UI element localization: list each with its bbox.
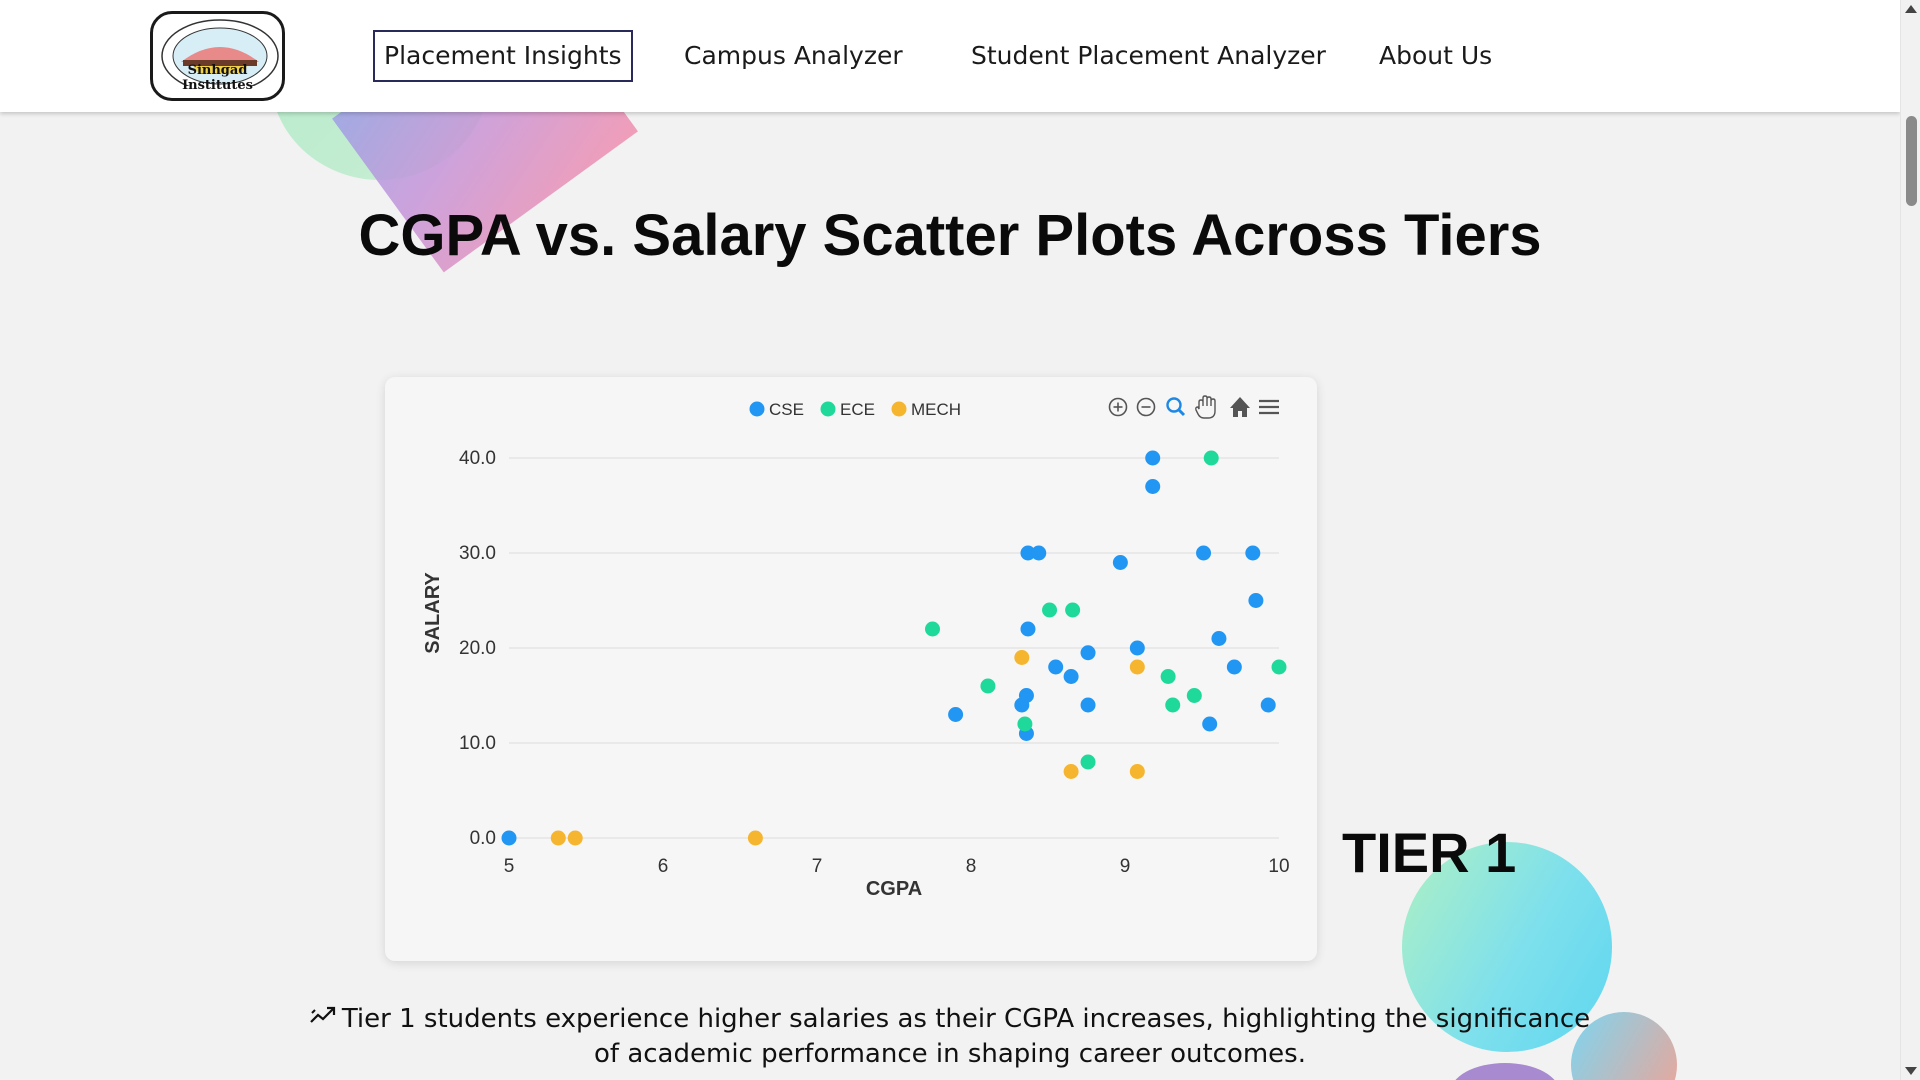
legend-label: CSE <box>769 400 804 419</box>
scatter-point-cse[interactable] <box>1129 640 1145 656</box>
trend-line-icon <box>310 1006 335 1023</box>
zoom-out-icon[interactable] <box>1136 397 1156 417</box>
home-icon[interactable] <box>1230 397 1250 417</box>
nav-placement-insights[interactable]: Placement Insights <box>373 30 633 82</box>
page-title: CGPA vs. Salary Scatter Plots Across Tie… <box>358 203 1542 268</box>
decorative-purple-circle <box>1450 1063 1560 1080</box>
legend-item-mech[interactable]: MECH <box>891 400 962 419</box>
scatter-point-mech[interactable] <box>1014 650 1030 665</box>
scatter-point-mech[interactable] <box>567 830 583 846</box>
scrollbar-thumb[interactable] <box>1906 116 1917 206</box>
scatter-point-cse[interactable] <box>1260 697 1276 713</box>
decorative-cyan-circle <box>1402 842 1612 1052</box>
scatter-point-cse[interactable] <box>1145 479 1161 494</box>
nav-student-placement-analyzer[interactable]: Student Placement Analyzer <box>971 41 1326 70</box>
scatter-point-ece[interactable] <box>980 678 996 694</box>
scatter-point-cse[interactable] <box>1145 450 1161 466</box>
legend-marker <box>891 401 907 417</box>
x-tick-label: 10 <box>1268 856 1289 877</box>
menu-icon[interactable] <box>1259 399 1279 415</box>
logo-text: Sinhgad Institutes <box>182 63 253 93</box>
chart-points <box>501 450 1287 846</box>
x-tick-label: 5 <box>504 856 515 877</box>
scatter-chart-card: 0.0 10.0 20.0 30.0 40.0 5 6 7 8 9 10 CSE ECE MECH <box>385 377 1317 961</box>
nav-campus-analyzer[interactable]: Campus Analyzer <box>684 41 903 70</box>
legend-item-ece[interactable]: ECE <box>820 400 875 419</box>
scatter-point-cse[interactable] <box>1245 545 1261 561</box>
scatter-point-cse[interactable] <box>501 830 517 846</box>
legend-item-cse[interactable]: CSE <box>749 400 804 419</box>
chart-grid <box>509 457 1279 839</box>
x-tick-label: 9 <box>1120 856 1131 877</box>
legend-label: ECE <box>840 400 875 419</box>
scatter-point-cse[interactable] <box>1196 545 1212 561</box>
y-axis-title: SALARY <box>422 572 444 654</box>
scatter-point-cse[interactable] <box>1020 545 1036 561</box>
chart-legend[interactable]: CSE ECE MECH <box>749 400 962 419</box>
scatter-point-cse[interactable] <box>1080 697 1096 713</box>
scatter-point-cse[interactable] <box>1031 545 1047 561</box>
scatter-point-ece[interactable] <box>1017 716 1033 732</box>
zoom-in-icon[interactable] <box>1108 397 1128 417</box>
insight-text: Tier 1 students experience higher salari… <box>341 1004 1591 1069</box>
scatter-point-ece[interactable] <box>1203 450 1219 466</box>
y-tick-label: 30.0 <box>459 543 496 564</box>
scatter-point-cse[interactable] <box>948 707 964 722</box>
scatter-point-ece[interactable] <box>1042 602 1058 618</box>
scatter-point-cse[interactable] <box>1048 659 1064 675</box>
scatter-point-cse[interactable] <box>1080 645 1096 661</box>
scroll-up-arrow-icon[interactable] <box>1905 5 1917 13</box>
scatter-point-mech[interactable] <box>550 830 566 846</box>
x-tick-label: 8 <box>966 856 977 877</box>
scatter-point-mech[interactable] <box>747 830 763 846</box>
scatter-point-ece[interactable] <box>1080 754 1096 770</box>
scroll-down-arrow-icon[interactable] <box>1905 1067 1917 1075</box>
scatter-point-ece[interactable] <box>1160 669 1176 684</box>
scatter-point-cse[interactable] <box>1202 716 1218 732</box>
x-axis-title: CGPA <box>866 878 922 900</box>
scatter-point-mech[interactable] <box>1129 659 1145 675</box>
scatter-point-ece[interactable] <box>1165 697 1181 713</box>
insight-paragraph: Tier 1 students experience higher salari… <box>300 1002 1600 1072</box>
sinhgad-logo[interactable]: Sinhgad Institutes <box>150 11 285 101</box>
magnifier-icon[interactable] <box>1166 397 1186 417</box>
scatter-chart: 0.0 10.0 20.0 30.0 40.0 5 6 7 8 9 10 CSE ECE MECH <box>422 395 1290 900</box>
scatter-point-mech[interactable] <box>1129 764 1145 779</box>
chart-ticks: 0.0 10.0 20.0 30.0 40.0 5 6 7 8 9 10 <box>459 448 1290 877</box>
page-scrollbar[interactable] <box>1900 0 1920 1080</box>
scatter-point-cse[interactable] <box>1018 688 1034 703</box>
scatter-point-ece[interactable] <box>925 621 940 637</box>
scatter-point-cse[interactable] <box>1063 669 1079 684</box>
legend-marker <box>749 401 765 417</box>
logo-emblem-icon <box>161 19 279 86</box>
scatter-point-ece[interactable] <box>1065 602 1081 618</box>
y-tick-label: 20.0 <box>459 638 496 659</box>
scatter-point-ece[interactable] <box>1186 688 1202 703</box>
legend-marker <box>820 401 836 417</box>
legend-label: MECH <box>911 400 961 419</box>
scatter-point-cse[interactable] <box>1248 593 1264 608</box>
scatter-point-cse[interactable] <box>1112 555 1128 570</box>
x-tick-label: 6 <box>658 856 669 877</box>
tier-label: TIER 1 <box>1342 821 1517 884</box>
nav-about-us[interactable]: About Us <box>1379 41 1493 70</box>
chart-toolbar[interactable] <box>1108 395 1280 419</box>
x-tick-label: 7 <box>812 856 823 877</box>
y-tick-label: 10.0 <box>459 733 496 754</box>
pan-hand-icon[interactable] <box>1195 395 1216 419</box>
scatter-point-ece[interactable] <box>1271 659 1287 675</box>
top-navbar: Sinhgad Institutes Placement Insights Ca… <box>0 0 1900 112</box>
scatter-point-cse[interactable] <box>1020 621 1036 637</box>
scatter-point-cse[interactable] <box>1226 659 1242 675</box>
scatter-point-mech[interactable] <box>1063 764 1079 779</box>
y-tick-label: 40.0 <box>459 448 496 469</box>
y-tick-label: 0.0 <box>470 828 496 849</box>
scatter-point-cse[interactable] <box>1211 631 1227 646</box>
